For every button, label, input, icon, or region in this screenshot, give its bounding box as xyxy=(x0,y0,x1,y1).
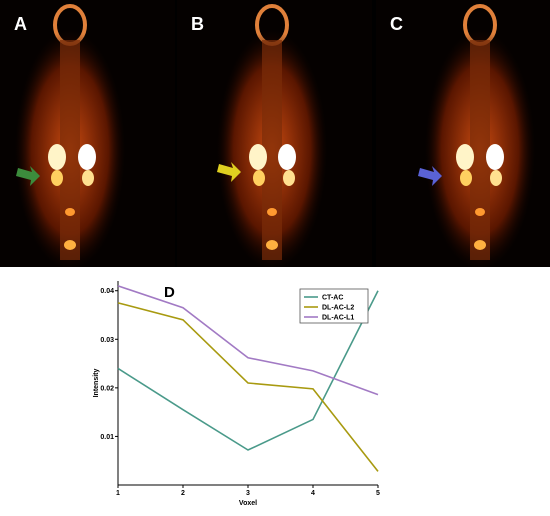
intensity-chart: D 1 2 3 4 5 0.01 0.02 0.03 0.04 Voxel Intensity CT… xyxy=(0,267,550,511)
y-tick-label: 0.01 xyxy=(100,434,114,441)
panel-label-b: B xyxy=(191,14,204,34)
series-line-dl-ac-l2 xyxy=(117,302,379,472)
x-axis-label: Voxel xyxy=(239,500,257,507)
pet-body-image-a xyxy=(15,4,125,267)
pet-panel-c: C xyxy=(376,0,550,267)
legend-label-dl-ac-l2: DL-AC-L2 xyxy=(322,305,354,312)
panel-label-d: D xyxy=(164,284,175,301)
pet-body-image-c xyxy=(418,4,535,267)
x-tick-label: 1 xyxy=(116,490,120,497)
pet-image-row: A B xyxy=(0,0,550,267)
series-line-ct-ac xyxy=(117,290,379,451)
x-tick-label: 4 xyxy=(311,490,315,497)
y-axis-label: Intensity xyxy=(93,369,100,398)
plot-area: 1 2 3 4 5 0.01 0.02 0.03 0.04 Voxel Intensity xyxy=(93,281,380,507)
x-tick-label: 5 xyxy=(376,490,380,497)
legend-label-ct-ac: CT-AC xyxy=(322,295,343,302)
panel-label-a: A xyxy=(14,14,27,34)
panel-label-c: C xyxy=(390,14,403,34)
series-line-dl-ac-l1 xyxy=(117,285,379,396)
y-tick-label: 0.03 xyxy=(100,337,114,344)
x-tick-label: 3 xyxy=(246,490,250,497)
arrow-c-icon xyxy=(418,166,442,186)
pet-body-image-b xyxy=(217,4,327,267)
chart-legend: CT-AC DL-AC-L2 DL-AC-L1 xyxy=(299,288,369,324)
y-tick-label: 0.02 xyxy=(100,385,114,392)
arrow-a-icon xyxy=(16,166,40,186)
arrow-b-icon xyxy=(217,162,241,182)
pet-panel-b: B xyxy=(177,0,372,267)
pet-panel-a: A xyxy=(0,0,175,267)
y-tick-label: 0.04 xyxy=(100,288,114,295)
legend-label-dl-ac-l1: DL-AC-L1 xyxy=(322,315,354,322)
intensity-chart-svg: D 1 2 3 4 5 0.01 0.02 0.03 0.04 Voxel Intensity CT… xyxy=(93,281,380,507)
x-tick-label: 2 xyxy=(181,490,185,497)
